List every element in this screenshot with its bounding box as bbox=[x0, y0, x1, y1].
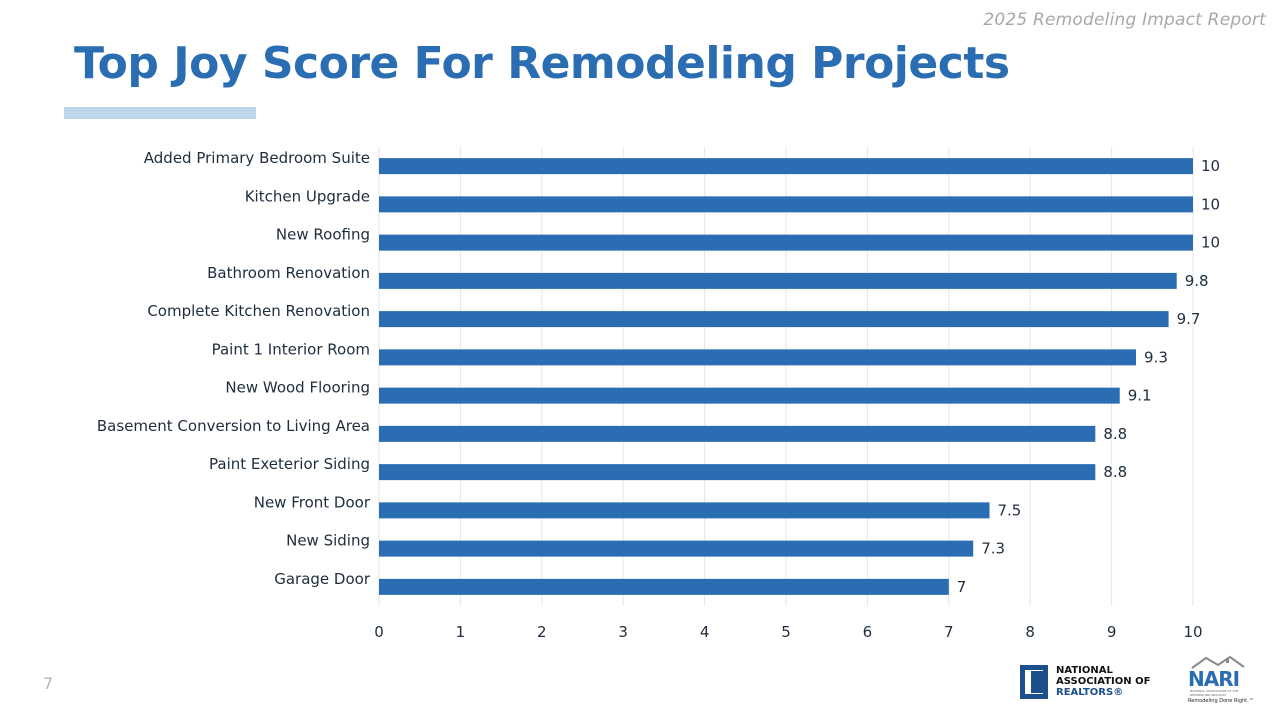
category-label: Garage Door bbox=[274, 570, 371, 588]
data-label: 8.8 bbox=[1103, 425, 1127, 443]
x-tick-label: 9 bbox=[1107, 623, 1117, 641]
data-label: 9.7 bbox=[1177, 310, 1201, 328]
bar bbox=[379, 158, 1193, 175]
bar bbox=[379, 272, 1177, 289]
bar bbox=[379, 578, 949, 595]
category-label: Kitchen Upgrade bbox=[245, 187, 370, 205]
data-label: 7.5 bbox=[998, 501, 1022, 519]
chart-data-labels: 10 10 10 9.8 9.7 9.3 9.1 8.8 8.8 7.5 7.3 7 bbox=[957, 157, 1220, 596]
house-roof-icon bbox=[1191, 655, 1245, 669]
bar bbox=[379, 196, 1193, 213]
chart-x-ticks: 0 1 2 3 4 5 6 7 8 9 10 bbox=[374, 623, 1202, 641]
page-title: Top Joy Score For Remodeling Projects bbox=[74, 38, 1010, 89]
chart-category-labels: Added Primary Bedroom Suite Kitchen Upgra… bbox=[97, 149, 371, 588]
data-label: 10 bbox=[1201, 195, 1220, 213]
bar bbox=[379, 540, 974, 557]
x-tick-label: 4 bbox=[700, 623, 710, 641]
x-tick-label: 10 bbox=[1183, 623, 1202, 641]
data-label: 9.3 bbox=[1144, 348, 1168, 366]
title-underline bbox=[64, 107, 256, 119]
bar bbox=[379, 425, 1096, 442]
category-label: Bathroom Renovation bbox=[207, 264, 370, 282]
bar bbox=[379, 464, 1096, 481]
bar bbox=[379, 387, 1120, 404]
category-label: Basement Conversion to Living Area bbox=[97, 417, 370, 435]
x-tick-label: 3 bbox=[618, 623, 628, 641]
nar-r-icon bbox=[1020, 665, 1048, 699]
page-number: 7 bbox=[43, 674, 54, 693]
nari-tagline: Remodeling Done Right.™ bbox=[1188, 698, 1254, 704]
nar-logo-text: NATIONAL ASSOCIATION OF REALTORS® bbox=[1056, 665, 1151, 698]
x-tick-label: 1 bbox=[456, 623, 466, 641]
x-tick-label: 6 bbox=[863, 623, 873, 641]
category-label: Paint Exeterior Siding bbox=[209, 455, 370, 473]
data-label: 9.1 bbox=[1128, 387, 1152, 405]
category-label: New Siding bbox=[286, 532, 370, 550]
data-label: 10 bbox=[1201, 234, 1220, 252]
x-tick-label: 2 bbox=[537, 623, 547, 641]
data-label: 7 bbox=[957, 578, 967, 596]
bar bbox=[379, 349, 1137, 366]
report-tag: 2025 Remodeling Impact Report bbox=[983, 10, 1266, 30]
category-label: New Front Door bbox=[254, 493, 371, 511]
x-tick-label: 0 bbox=[374, 623, 384, 641]
x-tick-label: 8 bbox=[1025, 623, 1035, 641]
bar bbox=[379, 234, 1193, 251]
category-label: Added Primary Bedroom Suite bbox=[144, 149, 370, 167]
data-label: 10 bbox=[1201, 157, 1220, 175]
data-label: 7.3 bbox=[981, 540, 1005, 558]
nar-logo: NATIONAL ASSOCIATION OF REALTORS® bbox=[1020, 662, 1170, 702]
chart-bars bbox=[379, 158, 1193, 595]
category-label: New Wood Flooring bbox=[225, 379, 370, 397]
x-tick-label: 5 bbox=[781, 623, 791, 641]
bar bbox=[379, 502, 990, 519]
nari-wordmark: NARI bbox=[1188, 667, 1240, 691]
chart-gridlines bbox=[378, 147, 1194, 606]
category-label: Complete Kitchen Renovation bbox=[147, 302, 370, 320]
bar bbox=[379, 311, 1169, 328]
data-label: 8.8 bbox=[1103, 463, 1127, 481]
category-label: Paint 1 Interior Room bbox=[212, 340, 370, 358]
nari-subtext: NATIONAL ASSOCIATION OF THE REMODELING I… bbox=[1190, 689, 1239, 697]
category-label: New Roofing bbox=[276, 226, 370, 244]
data-label: 9.8 bbox=[1185, 272, 1209, 290]
nari-logo: NARI NATIONAL ASSOCIATION OF THE REMODEL… bbox=[1186, 655, 1254, 707]
x-tick-label: 7 bbox=[944, 623, 954, 641]
